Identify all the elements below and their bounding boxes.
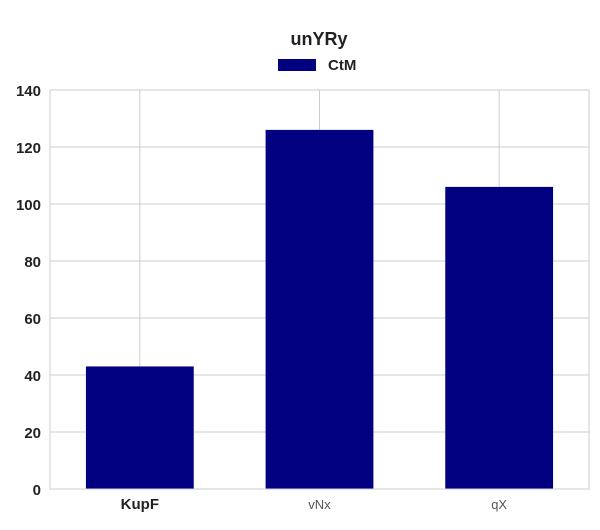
y-tick-label: 20 [24,425,41,442]
bar-KupF [85,366,194,489]
y-tick-label: 40 [24,368,41,385]
y-tick-label: 60 [24,311,41,328]
legend-swatch [278,59,316,71]
chart-title: unYRy [290,29,347,49]
x-tick-label: qX [491,497,507,512]
x-tick-label: vNx [308,497,331,512]
y-tick-label: 120 [16,140,41,157]
legend: CtM [278,57,356,74]
x-tick-label: KupF [121,496,159,513]
legend-label: CtM [328,57,356,74]
y-tick-label: 140 [16,83,41,100]
y-tick-label: 100 [16,197,41,214]
bar-vNx [265,129,374,489]
bars [85,129,554,489]
plot-frame [49,89,590,490]
axes: 0 20 40 60 80 100 120 140 KupF vNx qX [16,83,590,513]
y-tick-label: 80 [24,254,41,271]
bar-qX [445,186,554,489]
y-tick-label: 0 [33,482,41,499]
